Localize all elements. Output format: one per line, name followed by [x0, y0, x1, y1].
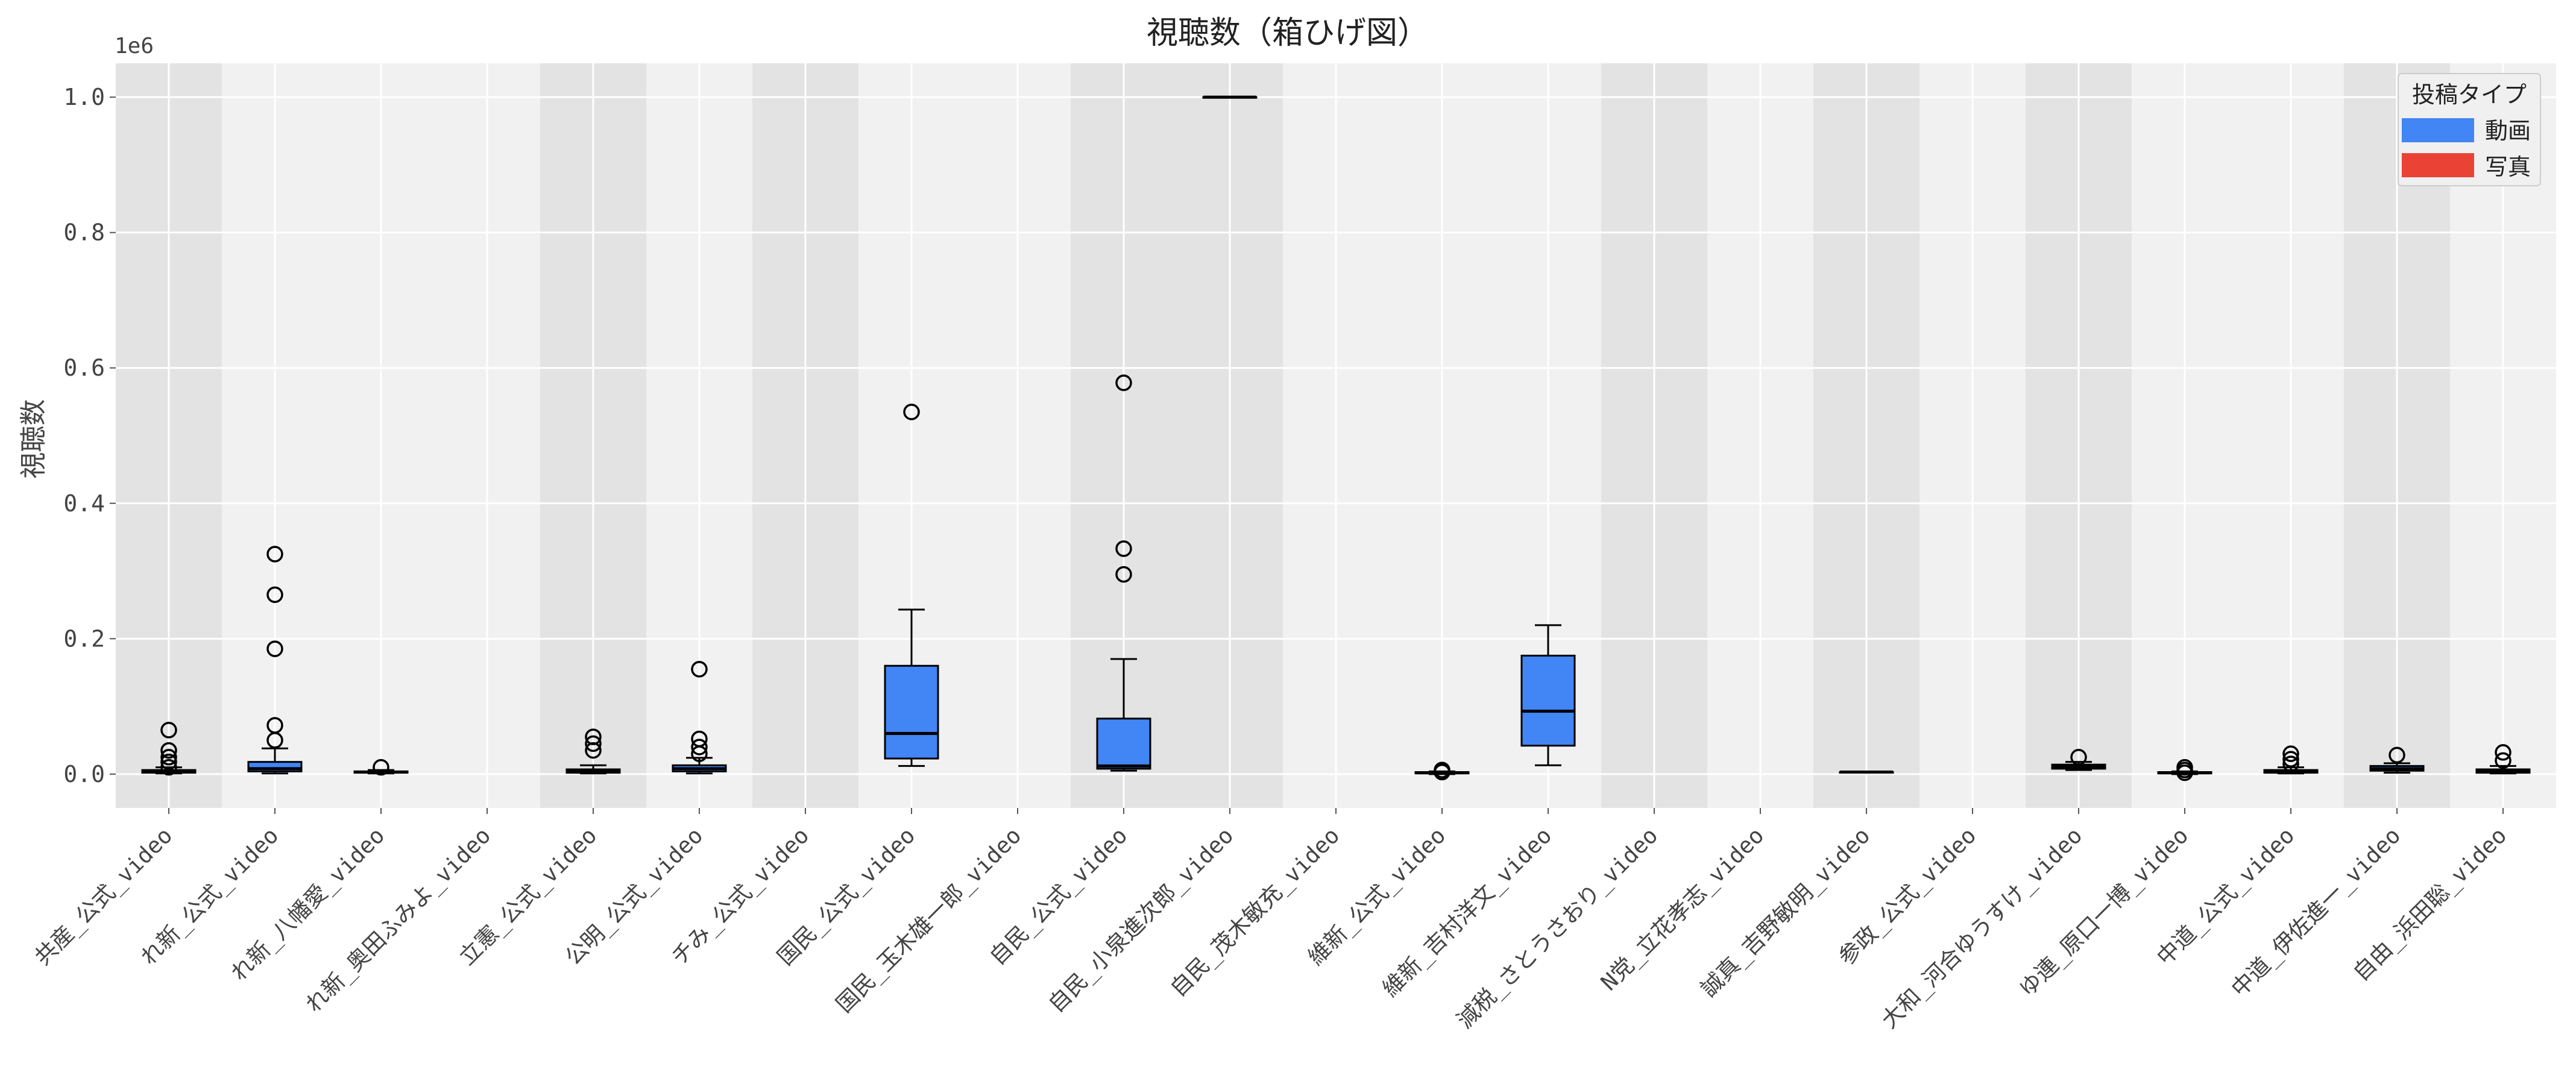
outlier-point [2495, 744, 2511, 761]
x-tick-label: 自民_小泉進次郎_video [1044, 822, 1239, 1018]
y-tick-label: 0.2 [63, 625, 105, 652]
outlier-point [160, 742, 177, 759]
legend-label-video: 動画 [2485, 118, 2531, 144]
outlier-point [2282, 745, 2299, 762]
box-れ新_公式_video [247, 546, 303, 775]
outlier-point [160, 749, 177, 766]
x-tick-label: 自民_茂木敏充_video [1165, 822, 1345, 1002]
box-自民_公式_video [1096, 374, 1151, 772]
x-tick-label: 中道_伊佐進一_video [2226, 822, 2406, 1002]
outlier-point [1115, 540, 1132, 557]
box-自由_浜田聡_video [2475, 744, 2531, 775]
x-tick-label: 大和_河合ゆうすけ_video [1876, 822, 2088, 1034]
outlier-point [1115, 374, 1132, 391]
box-国民_公式_video [884, 403, 939, 767]
box-共産_公式_video [141, 722, 197, 776]
box-維新_公式_video [1414, 762, 1470, 781]
y-axis-label: 視聴数 [18, 399, 49, 479]
outlier-point [903, 403, 920, 420]
outlier-point [691, 739, 708, 755]
legend-swatch-video [2402, 118, 2474, 142]
outlier-point [160, 722, 177, 739]
outlier-point [2282, 751, 2299, 768]
outlier-point [585, 742, 602, 759]
outlier-point [1434, 763, 1450, 781]
outlier-point [2389, 746, 2405, 764]
outlier-point [160, 758, 177, 776]
legend-title: 投稿タイプ [2412, 81, 2527, 108]
y-tick-label: 0.6 [63, 355, 105, 381]
y-tick-label: 0.8 [63, 219, 105, 246]
box-中道_伊佐進一_video [2369, 746, 2425, 774]
box-自民_小泉進次郎_video [1202, 95, 1258, 99]
box-iqr [884, 664, 939, 760]
legend: 投稿タイプ 動画 写真 [2398, 73, 2541, 186]
y-tick-label: 1.0 [63, 84, 105, 110]
box-公明_公式_video [672, 661, 727, 775]
outlier-point [2495, 752, 2511, 769]
box-立憲_公式_video [565, 728, 621, 775]
outlier-point [1115, 566, 1132, 583]
box-中道_公式_video [2263, 745, 2319, 775]
outlier-point [585, 735, 602, 752]
outlier-point [691, 661, 708, 678]
x-tick-label: 誠真_吉野敏明_video [1696, 822, 1875, 1002]
legend-swatch-photo [2402, 153, 2474, 177]
outlier-point [266, 546, 283, 563]
x-tick-label: 国民_玉木雄一郎_video [831, 822, 1027, 1018]
chart-title: 視聴数（箱ひげ図） [1147, 15, 1429, 51]
outlier-point [266, 640, 283, 657]
x-tick-label: れ新_奥田ふみよ_video [301, 822, 497, 1018]
x-tick-label: ゆ連_原口一博_video [2014, 822, 2194, 1002]
y-tick-label: 0.0 [63, 761, 105, 787]
y-tick-label: 0.4 [63, 490, 105, 517]
box-ゆ連_原口一博_video [2157, 758, 2212, 781]
grid-lines [116, 63, 2556, 808]
box-iqr [1096, 718, 1151, 770]
x-axis: 共産_公式_videoれ新_公式_videoれ新_八幡愛_videoれ新_奥田ふ… [30, 808, 2512, 1034]
outlier-point [2282, 755, 2299, 772]
outlier-point [691, 745, 708, 762]
box-維新_吉村洋文_video [1520, 624, 1576, 766]
y-axis: 0.0 0.2 0.4 0.6 0.8 1.0 [63, 84, 116, 787]
box-大和_河合ゆうすけ_video [2051, 749, 2106, 771]
x-tick-label: 維新_吉村洋文_video [1378, 822, 1557, 1002]
box-れ新_八幡愛_video [353, 758, 409, 776]
outlier-point [2176, 764, 2193, 781]
x-tick-label: 減税_さとうさおり_video [1452, 822, 1663, 1034]
legend-label-photo: 写真 [2485, 154, 2531, 180]
outlier-point [266, 731, 283, 749]
outlier-point [2070, 749, 2087, 766]
box-iqr [1520, 654, 1576, 747]
outlier-point [266, 586, 283, 604]
outlier-point [373, 758, 389, 776]
box-series [141, 95, 2531, 781]
y-offset-label: 1e6 [115, 34, 154, 58]
outlier-point [160, 753, 177, 771]
